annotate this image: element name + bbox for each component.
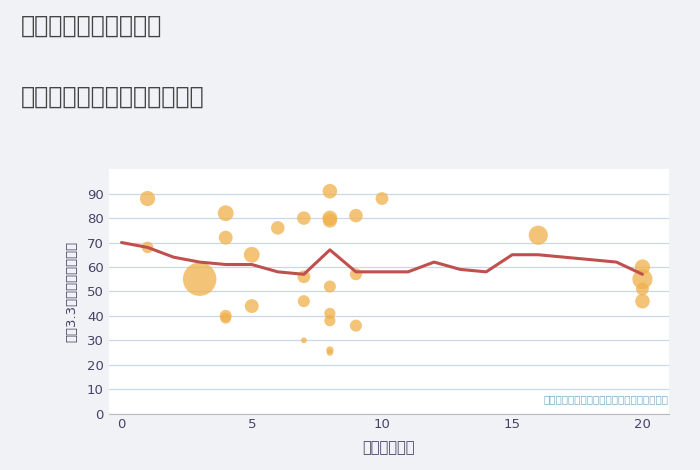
Point [377, 195, 388, 202]
Point [272, 224, 284, 232]
Text: 駅距離別中古マンション価格: 駅距離別中古マンション価格 [21, 85, 204, 109]
Point [533, 231, 544, 239]
Point [220, 314, 231, 322]
Point [220, 234, 231, 242]
Text: 三重県松阪市乙部町の: 三重県松阪市乙部町の [21, 14, 162, 38]
Point [350, 271, 361, 278]
Point [324, 214, 335, 222]
Point [324, 317, 335, 324]
Point [298, 298, 309, 305]
Text: 円の大きさは、取引のあった物件面積を示す: 円の大きさは、取引のあった物件面積を示す [543, 394, 668, 404]
Point [324, 217, 335, 224]
Point [350, 212, 361, 219]
Point [637, 298, 648, 305]
Point [246, 302, 258, 310]
Point [637, 275, 648, 283]
Point [220, 312, 231, 320]
Y-axis label: 坪（3.3㎡）単価（万円）: 坪（3.3㎡）単価（万円） [65, 241, 78, 342]
Point [324, 346, 335, 354]
Point [324, 310, 335, 317]
Point [298, 273, 309, 281]
Point [142, 243, 153, 251]
Point [350, 322, 361, 329]
Point [637, 285, 648, 293]
Point [142, 195, 153, 202]
Point [246, 251, 258, 258]
Point [298, 337, 309, 344]
Point [220, 210, 231, 217]
Point [324, 349, 335, 356]
Point [324, 188, 335, 195]
X-axis label: 駅距離（分）: 駅距離（分） [363, 440, 414, 455]
Point [298, 214, 309, 222]
Point [324, 283, 335, 290]
Point [194, 275, 205, 283]
Point [637, 263, 648, 271]
